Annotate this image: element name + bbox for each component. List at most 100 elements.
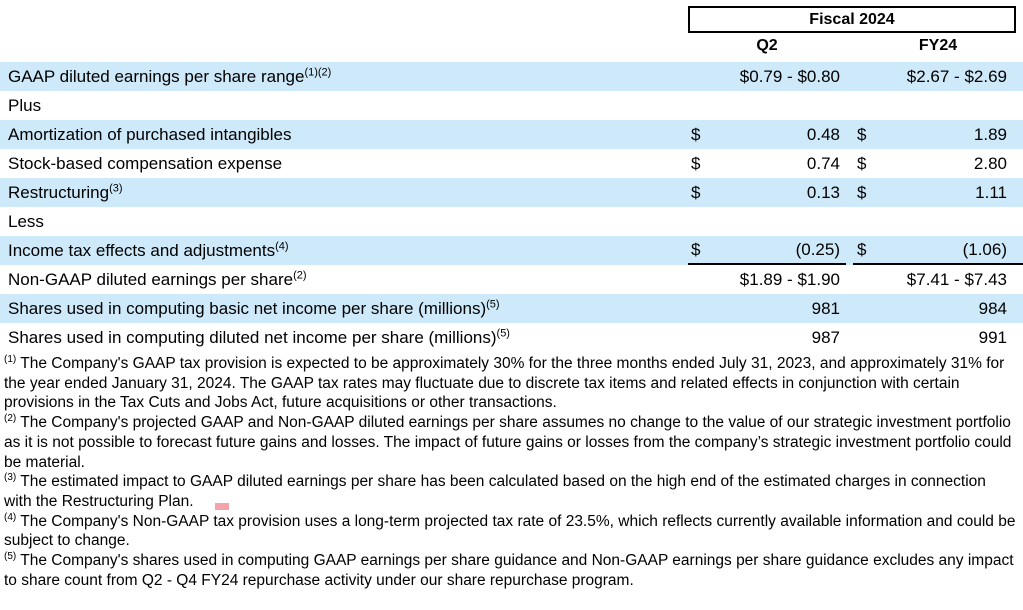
column-gap — [846, 149, 853, 178]
dollar-sign: $ — [857, 153, 867, 173]
row-label-text: Plus — [8, 95, 42, 115]
row-label: Amortization of purchased intangibles — [0, 125, 688, 145]
q2-value: (0.25) — [795, 239, 840, 259]
column-gap — [846, 91, 853, 120]
row-label-text: Shares used in computing diluted net inc… — [8, 327, 497, 347]
column-gap — [846, 207, 853, 236]
footnote-ref: (3) — [109, 181, 123, 194]
row-label: Income tax effects and adjustments(4) — [0, 239, 688, 261]
row-label: Shares used in computing basic net incom… — [0, 298, 688, 319]
q2-cell: $0.13 — [688, 178, 846, 207]
footnote-4-marker: (4) — [4, 511, 17, 523]
footnote-3-marker: (3) — [4, 472, 17, 484]
column-gap — [846, 62, 853, 91]
row-label-text: GAAP diluted earnings per share range — [8, 66, 305, 86]
row-label-text: Non-GAAP diluted earnings per share — [8, 269, 294, 289]
table-row-stock-compensation: Stock-based compensation expense $0.74 $… — [0, 149, 1023, 178]
dollar-sign: $ — [857, 239, 867, 259]
q2-cell — [688, 91, 846, 120]
q2-cell: $1.89 - $1.90 — [688, 265, 846, 294]
fy24-value: (1.06) — [962, 239, 1007, 259]
table-row-plus: Plus — [0, 91, 1023, 120]
fy24-cell: $1.11 — [853, 178, 1023, 207]
q2-value: 987 — [811, 327, 840, 347]
fy24-cell: $ (1.06) — [853, 236, 1023, 265]
header-spacer — [0, 6, 688, 33]
fy24-value: 2.80 — [973, 153, 1007, 173]
fy24-value: 1.11 — [975, 182, 1007, 202]
q2-value: 0.74 — [806, 153, 840, 173]
row-label: GAAP diluted earnings per share range(1)… — [0, 65, 688, 87]
q2-value: 0.13 — [806, 182, 840, 202]
fy24-cell — [853, 91, 1023, 120]
fy24-value: 991 — [978, 327, 1007, 347]
fy24-cell — [853, 207, 1023, 236]
row-label-text: Restructuring — [8, 182, 110, 202]
fiscal-2024-label: Fiscal 2024 — [809, 10, 895, 28]
row-label-text: Amortization of purchased intangibles — [8, 124, 292, 144]
table-row-shares-basic: Shares used in computing basic net incom… — [0, 294, 1023, 323]
column-gap — [846, 236, 853, 265]
fy24-cell: 984 — [853, 294, 1023, 323]
row-label-text: Shares used in computing basic net incom… — [8, 298, 487, 318]
table-row-restructuring: Restructuring(3) $0.13 $1.11 — [0, 178, 1023, 207]
footnote-2-text: The Company's projected GAAP and Non-GAA… — [4, 414, 1012, 471]
col-header-q2: Q2 — [756, 37, 778, 54]
column-gap — [846, 294, 853, 323]
q2-cell: 981 — [688, 294, 846, 323]
footnote-5-marker: (5) — [4, 550, 17, 562]
fy24-value: $7.41 - $7.43 — [906, 269, 1007, 289]
dollar-sign: $ — [857, 124, 867, 144]
footnote-2: (2) The Company's projected GAAP and Non… — [4, 413, 1017, 472]
row-label: Shares used in computing diluted net inc… — [0, 326, 688, 348]
footnote-1-text: The Company's GAAP tax provision is expe… — [4, 355, 1005, 412]
reconciliation-table: GAAP diluted earnings per share range(1)… — [0, 62, 1023, 352]
table-row-gaap-eps-range: GAAP diluted earnings per share range(1)… — [0, 62, 1023, 91]
column-header-row: Q2 FY24 — [0, 33, 1023, 59]
footnote-3-text: The estimated impact to GAAP diluted ear… — [4, 473, 986, 510]
col-header-fy24: FY24 — [918, 37, 958, 54]
column-gap — [846, 265, 853, 294]
dollar-sign: $ — [691, 153, 701, 173]
footnote-ref: (5) — [496, 326, 510, 339]
footnote-1: (1) The Company's GAAP tax provision is … — [4, 354, 1017, 413]
fiscal-2024-header-box: Fiscal 2024 — [688, 6, 1016, 33]
fy24-value: $2.67 - $2.69 — [906, 66, 1007, 86]
dollar-sign: $ — [691, 124, 701, 144]
table-row-amortization: Amortization of purchased intangibles $0… — [0, 120, 1023, 149]
column-gap — [846, 323, 853, 352]
column-gap — [846, 178, 853, 207]
footnote-4-text: The Company's Non-GAAP tax provision use… — [4, 512, 1016, 550]
footnote-ref: (2) — [293, 268, 307, 281]
fy24-cell: $2.80 — [853, 149, 1023, 178]
fy24-cell: 991 — [853, 323, 1023, 352]
fy24-value: 1.89 — [973, 124, 1007, 144]
table-row-less: Less — [0, 207, 1023, 236]
row-label: Non-GAAP diluted earnings per share(2) — [0, 268, 688, 290]
row-label-text: Less — [8, 211, 44, 231]
table-row-shares-diluted: Shares used in computing diluted net inc… — [0, 323, 1023, 352]
footnote-3: (3) The estimated impact to GAAP diluted… — [4, 472, 1017, 511]
q2-value: 0.48 — [806, 124, 840, 144]
row-label: Less — [0, 212, 688, 232]
footnote-1-marker: (1) — [4, 353, 17, 365]
q2-value: $1.89 - $1.90 — [739, 269, 840, 289]
q2-value: 981 — [811, 298, 840, 318]
table-row-income-tax-effects: Income tax effects and adjustments(4) $ (… — [0, 236, 1023, 265]
q2-cell: $ (0.25) — [688, 236, 846, 265]
row-label-text: Income tax effects and adjustments — [8, 240, 276, 260]
row-label: Plus — [0, 96, 688, 116]
column-gap — [846, 120, 853, 149]
footnote-4: (4) The Company's Non-GAAP tax provision… — [4, 512, 1017, 551]
fy24-cell: $2.67 - $2.69 — [853, 62, 1023, 91]
table-row-non-gaap-eps: Non-GAAP diluted earnings per share(2) $… — [0, 265, 1023, 294]
q2-cell: $0.48 — [688, 120, 846, 149]
q2-cell: $0.74 — [688, 149, 846, 178]
q2-cell — [688, 207, 846, 236]
footnote-ref: (1)(2) — [304, 65, 332, 78]
footnote-5-text: The Company's shares used in computing G… — [4, 552, 1014, 589]
fy24-value: 984 — [978, 298, 1007, 318]
row-label-text: Stock-based compensation expense — [8, 153, 283, 173]
footnote-ref: (4) — [275, 239, 289, 252]
dollar-sign: $ — [691, 182, 701, 202]
